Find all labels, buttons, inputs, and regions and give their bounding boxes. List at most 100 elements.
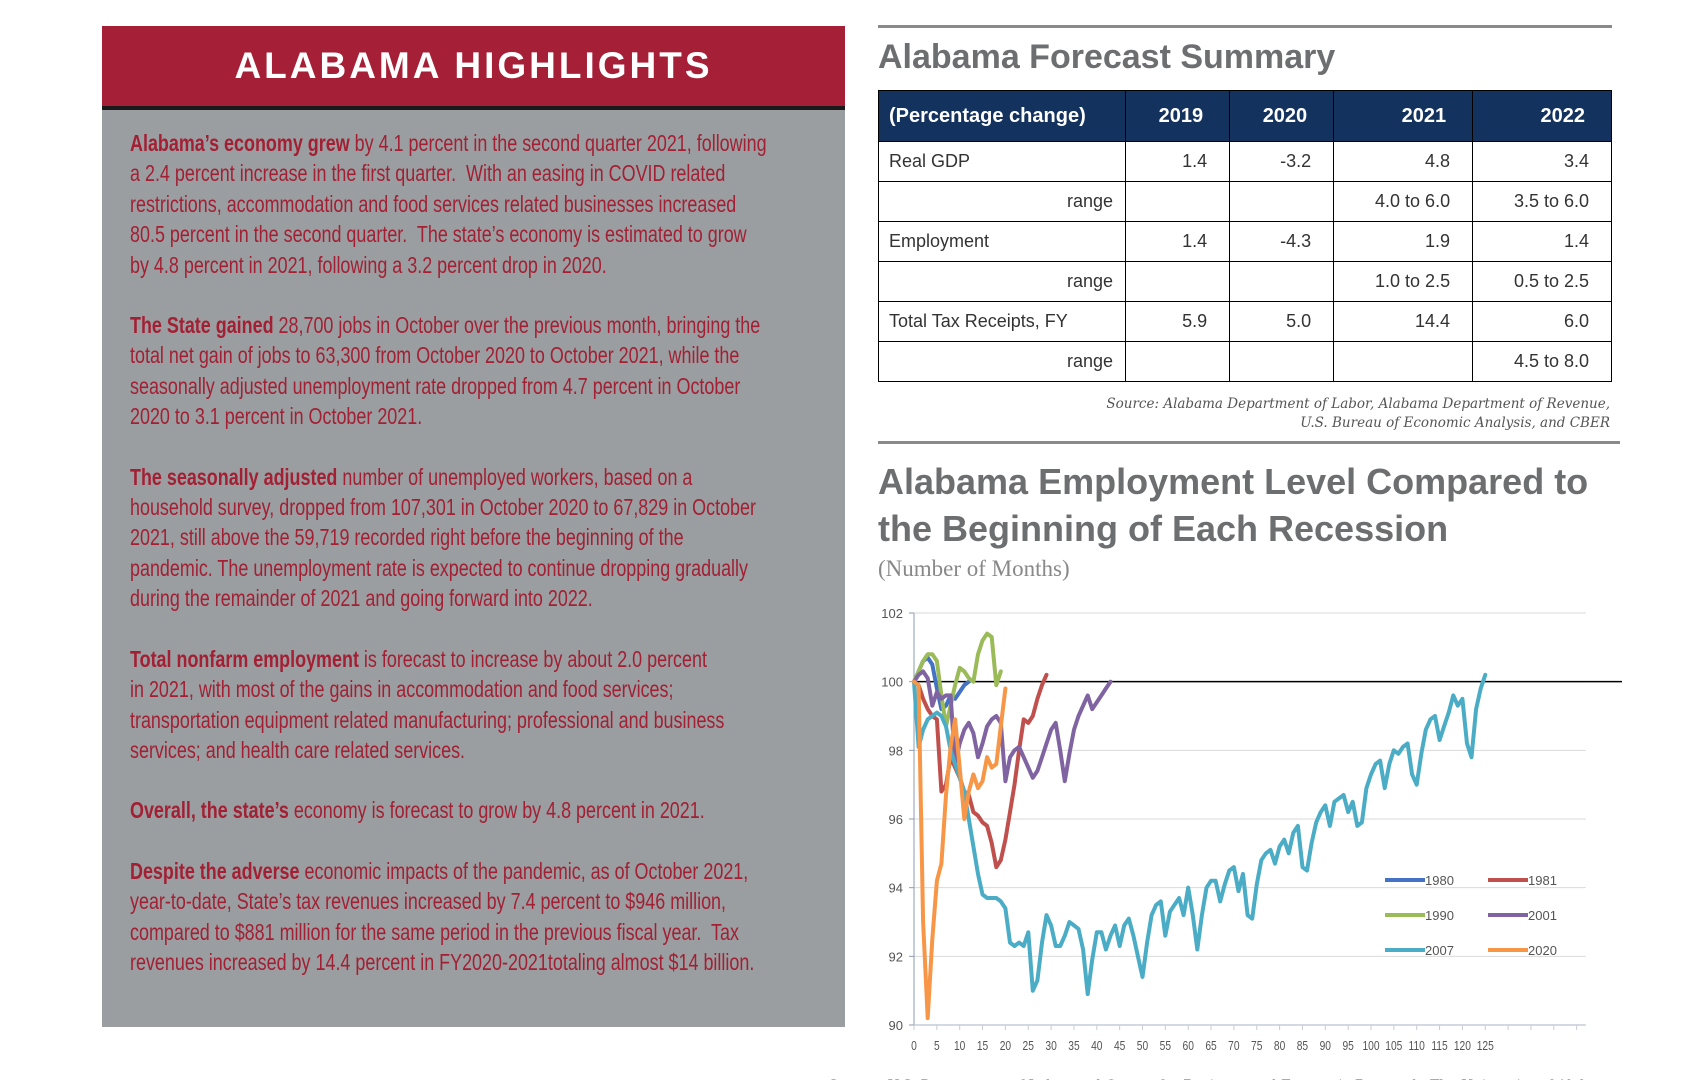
y-tick-label: 94 [889, 881, 903, 896]
forecast-title: Alabama Forecast Summary [878, 38, 1336, 76]
chart-source: Source: U.S. Department of Labor and Cen… [828, 1078, 1618, 1080]
row-label: range [878, 181, 1126, 222]
paragraph-body: economic impacts of the pandemic, as of … [130, 857, 755, 975]
chart-title: Alabama Employment Level Compared to the… [878, 458, 1588, 552]
highlight-paragraph: Despite the adverse economic impacts of … [130, 856, 832, 978]
x-tick-label: 45 [1114, 1040, 1125, 1053]
highlights-header: ALABAMA HIGHLIGHTS [102, 26, 845, 110]
section-divider [878, 441, 1620, 444]
x-tick-label: 15 [977, 1040, 988, 1053]
paragraph-lead: The State gained [130, 312, 274, 339]
table-header-row: (Percentage change) 2019 2020 2021 2022 [878, 90, 1612, 142]
x-tick-label: 0 [911, 1040, 917, 1053]
legend-label: 2020 [1528, 943, 1557, 958]
table-cell [1229, 261, 1335, 302]
x-tick-label: 50 [1137, 1040, 1148, 1053]
table-cell: -3.2 [1229, 141, 1335, 182]
x-tick-label: 30 [1045, 1040, 1056, 1053]
chart-subtitle: (Number of Months) [878, 556, 1070, 581]
table-cell: 3.4 [1472, 141, 1612, 182]
table-cell: 3.5 to 6.0 [1472, 181, 1612, 222]
highlight-paragraph: Overall, the state’s economy is forecast… [130, 795, 832, 825]
column-header: 2020 [1229, 90, 1335, 142]
series-line-1981 [912, 672, 1049, 870]
x-tick-label: 115 [1431, 1040, 1447, 1053]
x-tick-label: 95 [1342, 1040, 1353, 1053]
paragraph-body: number of unemployed workers, based on a… [130, 463, 756, 612]
paragraph-body: is forecast to increase by about 2.0 per… [130, 645, 725, 763]
legend-label: 2007 [1425, 943, 1454, 958]
column-header: 2021 [1333, 90, 1474, 142]
table-cell: 5.0 [1229, 301, 1335, 342]
table-cell [1229, 341, 1335, 382]
x-tick-label: 85 [1297, 1040, 1308, 1053]
highlight-paragraph: The seasonally adjusted number of unempl… [130, 462, 832, 614]
table-row: Total Tax Receipts, FY 5.9 5.0 14.4 6.0 [878, 301, 1612, 342]
paragraph-body: by 4.1 percent in the second quarter 202… [130, 130, 767, 278]
table-cell: 6.0 [1472, 301, 1612, 342]
legend-label: 1981 [1528, 873, 1557, 888]
x-tick-label: 65 [1205, 1040, 1216, 1053]
highlight-paragraph: Alabama’s economy grew by 4.1 percent in… [130, 128, 832, 280]
row-label: range [878, 341, 1126, 382]
table-cell: 4.0 to 6.0 [1333, 181, 1474, 222]
x-tick-label: 60 [1182, 1040, 1193, 1053]
y-tick-label: 92 [889, 949, 903, 964]
highlights-panel: ALABAMA HIGHLIGHTS Alabama’s economy gre… [102, 26, 845, 1027]
x-tick-label: 10 [954, 1040, 965, 1053]
x-tick-label: 110 [1409, 1040, 1425, 1053]
x-tick-label: 20 [1000, 1040, 1011, 1053]
row-label: Employment [878, 221, 1126, 262]
y-tick-label: 100 [881, 675, 903, 690]
paragraph-lead: Overall, the state’s [130, 797, 289, 824]
legend-label: 2001 [1528, 908, 1557, 923]
highlight-paragraph: Total nonfarm employment is forecast to … [130, 644, 832, 766]
legend-label: 1990 [1425, 908, 1454, 923]
x-tick-label: 100 [1362, 1040, 1379, 1053]
x-tick-label: 35 [1068, 1040, 1079, 1053]
paragraph-body: 28,700 jobs in October over the previous… [130, 312, 761, 430]
y-tick-label: 90 [889, 1018, 903, 1033]
column-header: (Percentage change) [878, 90, 1126, 142]
column-header: 2022 [1472, 90, 1612, 142]
series-line-2007 [912, 672, 1488, 997]
table-cell [1333, 341, 1474, 382]
paragraph-lead: Total nonfarm employment [130, 645, 359, 672]
x-tick-label: 55 [1160, 1040, 1171, 1053]
x-tick-label: 80 [1274, 1040, 1285, 1053]
series-line-2001 [912, 669, 1113, 784]
range-row: range 4.5 to 8.0 [878, 341, 1612, 382]
table-row: Real GDP 1.4 -3.2 4.8 3.4 [878, 141, 1612, 182]
row-label: Real GDP [878, 141, 1126, 182]
table-cell [1229, 181, 1335, 222]
x-tick-label: 105 [1385, 1040, 1402, 1053]
paragraph-lead: Alabama’s economy grew [130, 130, 350, 156]
column-header: 2019 [1124, 90, 1231, 142]
paragraph-lead: Despite the adverse [130, 857, 300, 884]
paragraph-lead: The seasonally adjusted [130, 463, 338, 490]
x-tick-label: 90 [1320, 1040, 1331, 1053]
series-line-1990 [912, 631, 1003, 729]
table-cell: -4.3 [1229, 221, 1335, 262]
paragraph-body: economy is forecast to grow by 4.8 perce… [288, 797, 705, 824]
table-cell: 1.4 [1124, 221, 1231, 262]
x-tick-label: 70 [1228, 1040, 1239, 1053]
x-tick-label: 25 [1023, 1040, 1034, 1053]
section-divider [878, 25, 1612, 28]
range-row: range 1.0 to 2.5 0.5 to 2.5 [878, 261, 1612, 302]
table-cell: 5.9 [1124, 301, 1231, 342]
x-tick-label: 5 [934, 1040, 940, 1053]
chart-title-line: the Beginning of Each Recession [878, 508, 1449, 549]
series-line-2020 [912, 679, 1008, 1021]
table-cell [1124, 181, 1231, 222]
y-tick-label: 98 [889, 743, 903, 758]
range-row: range 4.0 to 6.0 3.5 to 6.0 [878, 181, 1612, 222]
x-tick-label: 75 [1251, 1040, 1262, 1053]
y-tick-label: 102 [881, 606, 903, 621]
chart-title-line: Alabama Employment Level Compared to [878, 461, 1589, 502]
table-cell: 14.4 [1333, 301, 1474, 342]
table-row: Employment 1.4 -4.3 1.9 1.4 [878, 221, 1612, 262]
legend-label: 1980 [1425, 873, 1454, 888]
forecast-source-line2: U.S. Bureau of Economic Analysis, and CB… [1300, 415, 1610, 431]
